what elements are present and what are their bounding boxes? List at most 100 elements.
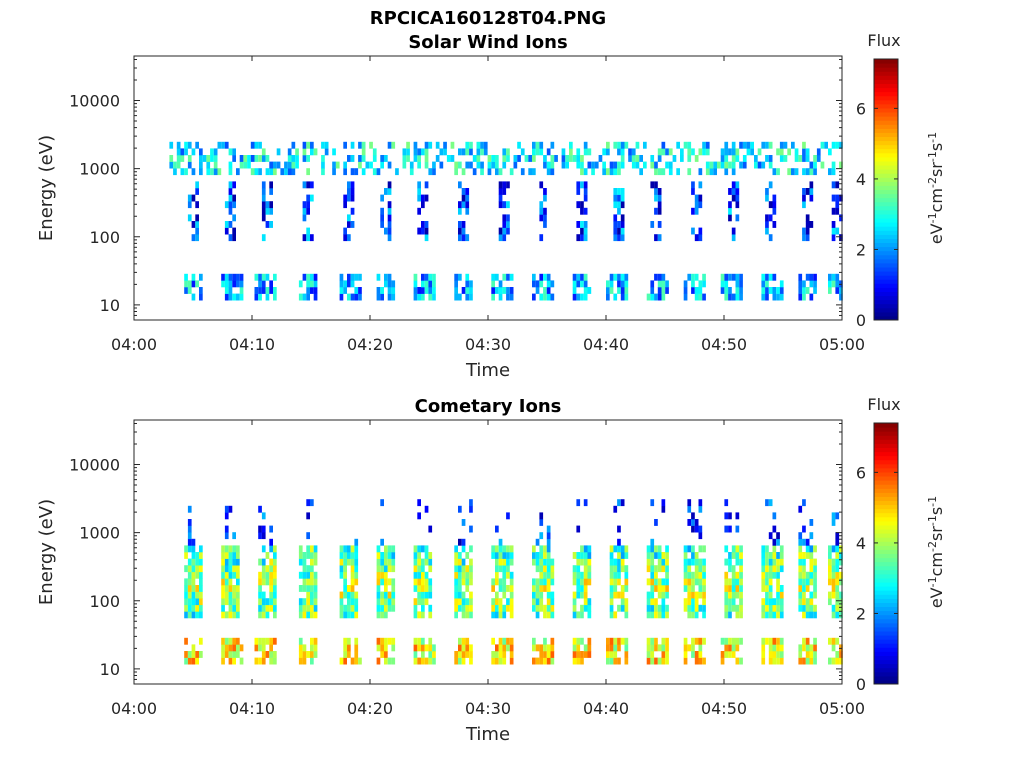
heatmap-cell	[187, 565, 192, 573]
heatmap-cell	[691, 512, 695, 520]
heatmap-cell	[646, 611, 651, 619]
heatmap-cell	[731, 598, 736, 606]
heatmap-cell	[546, 273, 551, 281]
heatmap-cell	[469, 558, 473, 566]
colorbar-segment	[874, 144, 898, 150]
heatmap-cell	[421, 293, 425, 301]
heatmap-cell	[236, 552, 240, 559]
heatmap-cell	[654, 644, 658, 652]
colorbar-tick-label: 0	[856, 311, 866, 330]
heatmap-cell	[350, 141, 355, 149]
heatmap-cell	[609, 657, 614, 665]
heatmap-cell	[421, 545, 425, 553]
heatmap-cell	[587, 611, 592, 619]
heatmap-cell	[354, 273, 359, 281]
heatmap-cell	[387, 591, 392, 599]
heatmap-cell	[502, 571, 507, 579]
heatmap-cell	[731, 585, 736, 592]
heatmap-cell	[417, 644, 421, 652]
heatmap-cell	[580, 545, 584, 553]
heatmap-cell	[835, 194, 840, 202]
heatmap-cell	[576, 651, 581, 658]
heatmap-cell	[332, 168, 336, 176]
heatmap-cell	[613, 637, 618, 645]
colorbar-segment	[874, 279, 898, 284]
heatmap-cell	[698, 499, 703, 507]
heatmap-cell	[520, 148, 525, 156]
heatmap-cell	[421, 201, 425, 209]
heatmap-cell	[646, 598, 651, 606]
heatmap-cell	[694, 604, 699, 612]
heatmap-cell	[195, 651, 199, 658]
heatmap-cell	[765, 141, 769, 149]
heatmap-cell	[239, 273, 244, 281]
colorbar-segment	[874, 643, 898, 648]
heatmap-cell	[724, 637, 729, 645]
heatmap-cell	[187, 161, 192, 169]
colorbar-segment	[874, 311, 898, 317]
heatmap-cell	[761, 651, 766, 658]
heatmap-cell	[620, 280, 625, 288]
heatmap-cell	[261, 273, 266, 281]
heatmap-cell	[506, 644, 510, 652]
heatmap-cell	[269, 591, 273, 599]
heatmap-cell	[606, 644, 610, 652]
heatmap-cell	[617, 525, 621, 533]
heatmap-cell	[691, 545, 695, 553]
heatmap-cell	[354, 571, 359, 579]
heatmap-cell	[802, 552, 806, 559]
heatmap-cell	[276, 148, 281, 156]
heatmap-cell	[550, 611, 555, 619]
heatmap-cell	[539, 519, 544, 526]
heatmap-cell	[572, 591, 577, 599]
colorbar-segment	[874, 148, 898, 154]
heatmap-cell	[809, 644, 814, 652]
heatmap-cell	[413, 644, 418, 652]
x-tick-label: 04:40	[583, 699, 629, 718]
colorbar-unit-label: eV-1cm-2sr-1s-1	[926, 132, 947, 244]
heatmap-cell	[232, 637, 236, 645]
heatmap-cell	[809, 591, 814, 599]
heatmap-cell	[432, 161, 436, 169]
heatmap-cell	[273, 287, 277, 294]
heatmap-cell	[343, 611, 347, 619]
heatmap-cell	[657, 168, 662, 176]
heatmap-cell	[661, 505, 666, 513]
heatmap-cell	[461, 519, 466, 526]
heatmap-cell	[713, 161, 717, 169]
colorbar-segment	[874, 246, 898, 252]
heatmap-cell	[439, 148, 444, 156]
heatmap-cell	[739, 287, 743, 294]
heatmap-cell	[269, 565, 273, 573]
heatmap-cell	[798, 591, 803, 599]
heatmap-cell	[498, 545, 503, 553]
heatmap-cell	[273, 545, 277, 553]
colorbar-segment	[874, 671, 898, 677]
heatmap-cell	[742, 141, 747, 149]
heatmap-cell	[310, 280, 314, 288]
heatmap-cell	[495, 604, 499, 612]
heatmap-cell	[643, 141, 647, 149]
heatmap-cell	[469, 499, 473, 507]
heatmap-cell	[509, 644, 514, 652]
heatmap-cell	[169, 155, 174, 162]
heatmap-cell	[509, 571, 514, 579]
heatmap-cell	[728, 578, 732, 586]
heatmap-cell	[236, 611, 240, 619]
heatmap-cell	[199, 558, 203, 566]
colorbar-segment	[874, 496, 898, 501]
heatmap-cell	[798, 273, 803, 281]
heatmap-cell	[350, 273, 355, 281]
heatmap-cell	[291, 155, 296, 162]
heatmap-cell	[620, 194, 625, 202]
heatmap-cell	[724, 287, 729, 294]
heatmap-cell	[387, 578, 392, 586]
heatmap-cell	[384, 188, 388, 195]
heatmap-cell	[539, 512, 544, 520]
heatmap-cell	[343, 657, 347, 665]
heatmap-cell	[839, 598, 843, 606]
heatmap-cell	[269, 525, 273, 533]
colorbar-segment	[874, 271, 898, 276]
heatmap-cell	[343, 141, 347, 149]
